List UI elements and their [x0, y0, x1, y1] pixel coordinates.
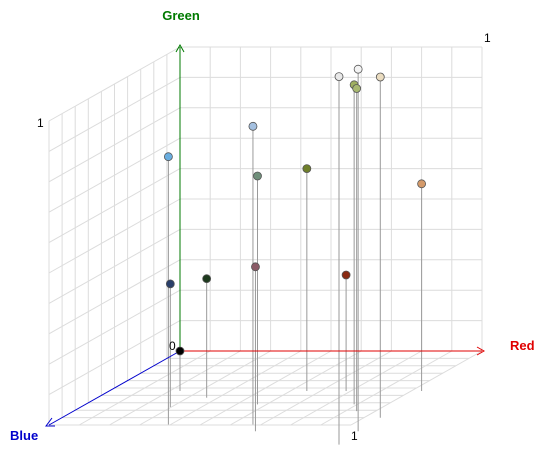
data-point — [375, 72, 385, 82]
left-grid-line — [48, 137, 181, 213]
data-point — [251, 262, 260, 272]
floor-grid-line — [320, 350, 453, 426]
green-axis-title: Green — [162, 8, 200, 23]
axes — [45, 43, 486, 427]
data-points — [163, 64, 427, 356]
tick-label-green-max: 1 — [37, 116, 44, 130]
tick-label-red-max: 1 — [351, 429, 358, 443]
data-point — [253, 171, 262, 181]
back-wall-grid — [180, 46, 483, 351]
left-wall-grid — [48, 46, 181, 425]
data-point — [165, 279, 175, 289]
blue-axis-line — [48, 350, 181, 426]
data-point — [202, 274, 212, 284]
data-point — [175, 346, 185, 356]
data-point — [163, 152, 173, 162]
data-point — [352, 84, 362, 93]
left-grid-line — [48, 76, 181, 152]
floor-grid-line — [350, 350, 483, 426]
data-point — [334, 72, 344, 81]
left-grid-line — [48, 107, 181, 183]
tick-label-back-max: 1 — [484, 31, 491, 45]
data-point — [341, 270, 351, 280]
red-axis-title: Red — [510, 338, 535, 353]
blue-axis-arrow — [45, 417, 55, 427]
floor-grid-line — [290, 350, 422, 426]
floor-grid-line — [260, 350, 392, 426]
data-point — [353, 64, 363, 74]
left-grid-line — [48, 46, 181, 122]
red-axis-arrow — [476, 346, 486, 356]
blue-axis-title: Blue — [10, 428, 38, 443]
data-point — [248, 121, 258, 131]
green-axis-arrow — [175, 43, 185, 53]
left-grid-line — [48, 168, 181, 244]
data-point — [302, 164, 312, 174]
floor-grid — [49, 350, 483, 426]
tick-label-origin: 0 — [169, 339, 176, 353]
drop-lines — [167, 69, 423, 445]
data-point — [417, 179, 427, 189]
